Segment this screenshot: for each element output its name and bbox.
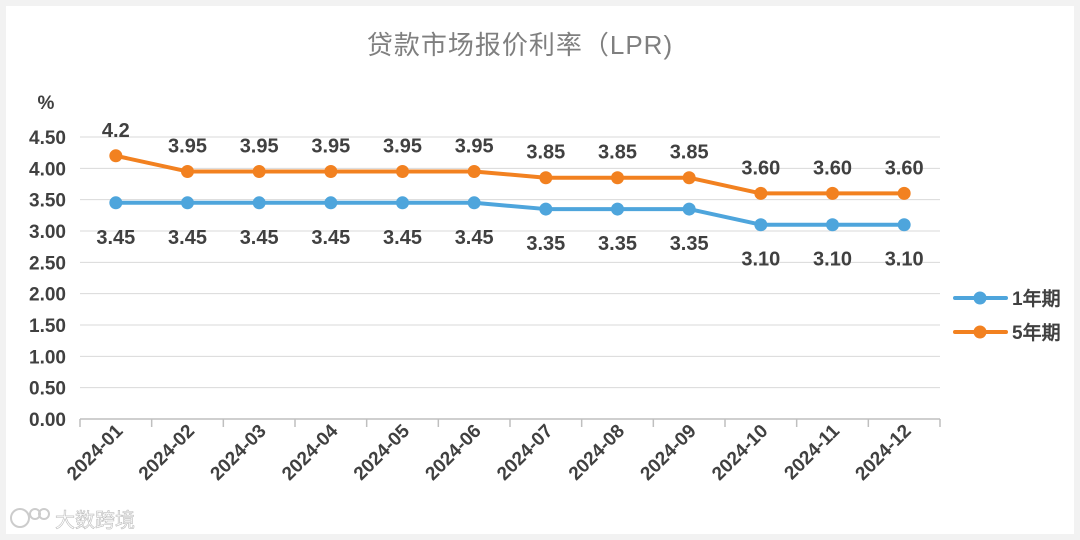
data-label: 3.95: [455, 135, 494, 157]
data-label: 3.35: [670, 233, 709, 255]
x-tick-label: 2024-08: [565, 421, 629, 485]
data-point: [324, 196, 338, 210]
data-point: [897, 218, 911, 232]
data-label: 3.60: [885, 157, 924, 179]
y-tick-label: 1.50: [29, 316, 66, 337]
x-tick-label: 2024-11: [781, 420, 845, 484]
y-axis-ticks: 0.00 0.50 1.00 1.50 2.00 2.50 3.00 3.50 4.00 4.50: [29, 128, 66, 431]
data-point: [252, 164, 266, 178]
series-line: [113, 153, 907, 196]
x-tick-label: 2024-06: [422, 421, 486, 485]
data-point: [109, 196, 123, 210]
data-point: [754, 218, 768, 232]
data-point: [897, 186, 911, 200]
watermark: 大数跨境: [10, 508, 135, 532]
y-tick-label: 0.00: [29, 410, 66, 431]
x-tick-label: 2024-09: [637, 421, 701, 485]
data-label: 4.2: [102, 120, 130, 142]
data-label: 3.10: [813, 249, 852, 271]
x-axis: 2024-01 2024-02 2024-03 2024-04 2024-05 2024-…: [63, 418, 941, 485]
data-label: 3.10: [741, 249, 780, 271]
y-tick-label: 2.50: [29, 253, 66, 274]
data-label: 3.10: [885, 249, 924, 271]
x-tick-label: 2024-04: [278, 420, 342, 484]
data-label: 3.95: [168, 135, 207, 157]
data-label: 3.95: [311, 135, 350, 157]
y-tick-label: 2.00: [29, 285, 66, 306]
data-label: 3.95: [240, 135, 279, 157]
data-point: [396, 164, 409, 178]
data-point: [181, 196, 194, 210]
data-point: [539, 202, 553, 216]
grid-lines: [80, 136, 940, 389]
data-point: [467, 196, 481, 210]
data-point: [181, 164, 194, 178]
data-point: [324, 164, 338, 178]
y-axis-unit: %: [38, 93, 55, 114]
logo-icon: [10, 508, 50, 528]
y-tick-label: 4.50: [29, 128, 66, 149]
data-label: 3.45: [311, 227, 350, 249]
x-tick-label: 2024-01: [63, 420, 127, 484]
data-label: 3.85: [670, 142, 709, 164]
data-point: [754, 186, 768, 200]
y-tick-label: 1.00: [29, 347, 66, 368]
data-label: 3.85: [598, 142, 637, 164]
data-label: 3.45: [240, 227, 279, 249]
watermark-text: 大数跨境: [55, 509, 135, 532]
x-tick-label: 2024-03: [207, 421, 271, 485]
data-point: [539, 171, 553, 185]
data-label: 3.45: [455, 227, 494, 249]
data-label: 3.95: [383, 135, 422, 157]
x-tick-label: 2024-10: [708, 421, 772, 485]
series-layer: [109, 149, 911, 232]
data-label: 3.45: [96, 227, 135, 249]
data-label: 3.35: [598, 233, 637, 255]
chart-title: 贷款市场报价利率（LPR): [367, 30, 673, 60]
series-line: [113, 200, 907, 227]
chart-card: [6, 6, 1074, 534]
data-point: [396, 196, 409, 210]
y-tick-label: 0.50: [29, 379, 66, 400]
data-label: 3.45: [383, 227, 422, 249]
legend-marker: [973, 291, 987, 305]
data-point: [682, 171, 696, 185]
y-tick-label: 4.00: [29, 159, 66, 180]
x-tick-label: 2024-05: [350, 420, 414, 484]
data-point: [252, 196, 266, 210]
x-tick-label: 2024-12: [852, 421, 916, 485]
data-label: 3.35: [526, 233, 565, 255]
data-point: [109, 149, 123, 163]
data-label: 3.85: [526, 142, 565, 164]
data-label: 3.60: [741, 157, 780, 179]
data-point: [682, 202, 696, 216]
data-point: [611, 171, 624, 185]
x-tick-label: 2024-02: [135, 421, 199, 485]
data-label: 3.45: [168, 227, 207, 249]
data-point: [611, 202, 624, 216]
data-labels: 3.45 3.45 3.45 3.45 3.45 3.45 3.35 3.35 3.35 3.10…: [96, 120, 923, 271]
data-point: [826, 218, 839, 232]
legend-marker: [973, 325, 987, 339]
x-tick-label: 2024-07: [493, 421, 557, 485]
data-point: [467, 164, 481, 178]
legend-label: 5年期: [1012, 321, 1061, 344]
data-point: [826, 186, 839, 200]
data-label: 3.60: [813, 157, 852, 179]
y-tick-label: 3.50: [29, 191, 66, 212]
legend-label: 1年期: [1012, 287, 1061, 310]
y-tick-label: 3.00: [29, 222, 66, 243]
